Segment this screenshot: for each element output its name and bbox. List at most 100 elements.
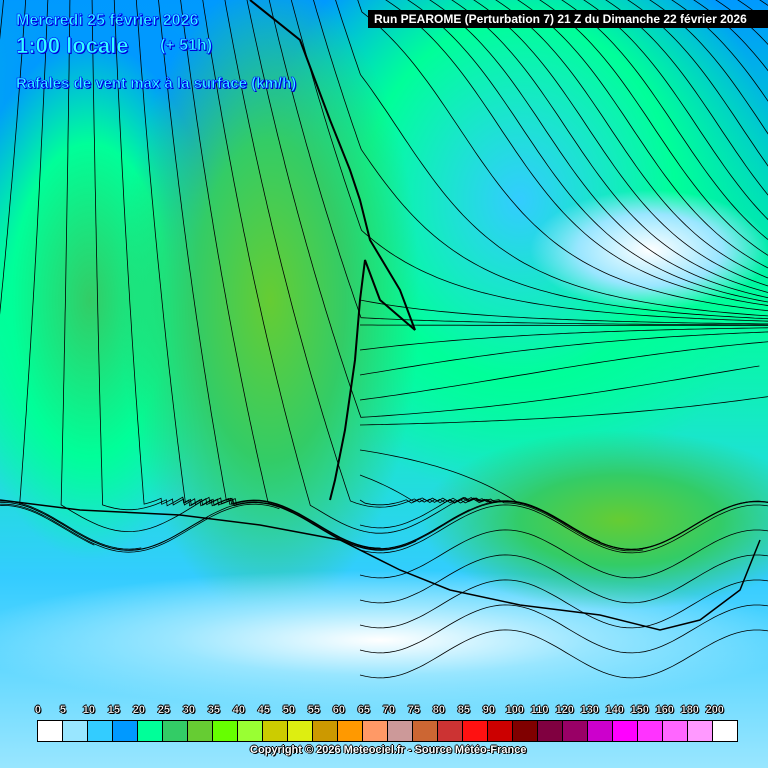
legend-swatch (263, 721, 288, 741)
legend-swatch (63, 721, 88, 741)
legend-swatch (338, 721, 363, 741)
legend-label: 80 (432, 704, 446, 716)
legend-label: 50 (282, 704, 296, 716)
legend-label: 10 (82, 704, 96, 716)
legend-swatch (538, 721, 563, 741)
streamline (517, 0, 768, 269)
legend-swatch (388, 721, 413, 741)
streamline (180, 0, 567, 551)
border-pyrenees (0, 499, 761, 631)
streamline (357, 0, 768, 312)
legend-swatch (563, 721, 588, 741)
streamline (290, 0, 768, 322)
streamline (313, 0, 768, 320)
legend-label: 5 (59, 704, 66, 716)
legend-label: 20 (132, 704, 146, 716)
legend-swatch (463, 721, 488, 741)
forecast-time: 1:00 locale (16, 33, 129, 59)
streamline (495, 0, 768, 279)
legend-label: 45 (257, 704, 271, 716)
parameter-title: Rafales de vent max à la surface (km/h) (16, 75, 297, 93)
legend-swatch (588, 721, 613, 741)
legend-label: 200 (705, 704, 724, 716)
legend-label: 40 (232, 704, 246, 716)
coastline (249, 0, 416, 501)
legend-label: 75 (407, 704, 421, 716)
streamline (19, 0, 323, 551)
streamline (359, 629, 768, 679)
streamline (202, 0, 601, 543)
streamline (359, 529, 768, 579)
legend-label: 30 (182, 704, 196, 716)
legend-swatch (213, 721, 238, 741)
streamline (0, 0, 280, 553)
legend-swatch (113, 721, 138, 741)
run-info: Run PEAROME (Perturbation 7) 21 Z du Dim… (368, 10, 768, 28)
legend-label: 0 (34, 704, 41, 716)
legend-label: 120 (555, 704, 574, 716)
forecast-date: Mercredi 25 février 2026 (16, 12, 199, 30)
streamline (224, 0, 644, 552)
streamline (359, 604, 768, 654)
streamline (359, 327, 768, 351)
streamline (359, 554, 768, 604)
streamline (539, 0, 768, 256)
legend-swatch (313, 721, 338, 741)
streamline (473, 0, 768, 287)
legend-swatch (88, 721, 113, 741)
legend-label: 35 (207, 704, 221, 716)
legend-label: 85 (457, 704, 471, 716)
streamline (407, 0, 768, 303)
streamline (429, 0, 768, 299)
streamline (335, 0, 768, 317)
streamline (359, 396, 768, 426)
legend-swatch (38, 721, 63, 741)
legend-label: 150 (630, 704, 649, 716)
streamline (385, 0, 768, 306)
copyright: Copyright © 2026 Meteociel.fr - Source M… (250, 744, 527, 756)
legend-label: 15 (107, 704, 121, 716)
legend-swatch (513, 721, 538, 741)
streamline (359, 331, 768, 376)
legend-swatch (238, 721, 263, 741)
legend-swatch (713, 721, 737, 741)
legend-label: 70 (382, 704, 396, 716)
streamline (359, 504, 768, 554)
legend-label: 100 (505, 704, 524, 716)
legend-swatch (638, 721, 663, 741)
streamline (759, 0, 768, 6)
legend-swatch (138, 721, 163, 741)
streamline (359, 341, 768, 401)
legend-label: 110 (530, 704, 549, 716)
streamline (91, 0, 381, 549)
streamline (451, 0, 768, 293)
legend-label: 140 (605, 704, 624, 716)
legend-swatch (488, 721, 513, 741)
legend-label: 90 (482, 704, 496, 716)
streamline (246, 0, 760, 418)
legend-swatch (663, 721, 688, 741)
legend-swatch (163, 721, 188, 741)
legend-swatch (438, 721, 463, 741)
legend-label: 180 (680, 704, 699, 716)
legend-label: 160 (655, 704, 674, 716)
legend-label: 65 (357, 704, 371, 716)
legend-swatch (413, 721, 438, 741)
streamline (360, 324, 768, 326)
streamline (113, 0, 417, 551)
color-legend (37, 720, 738, 742)
legend-swatch (288, 721, 313, 741)
streamline (359, 497, 768, 550)
streamline (693, 0, 768, 72)
wind-streamlines (0, 0, 768, 678)
legend-label: 55 (307, 704, 321, 716)
streamline (268, 0, 768, 326)
streamline (158, 0, 530, 550)
legend-label: 25 (157, 704, 171, 716)
legend-swatch (688, 721, 713, 741)
streamline (359, 299, 768, 325)
legend-swatch (363, 721, 388, 741)
legend-swatch (188, 721, 213, 741)
streamline (359, 579, 768, 629)
